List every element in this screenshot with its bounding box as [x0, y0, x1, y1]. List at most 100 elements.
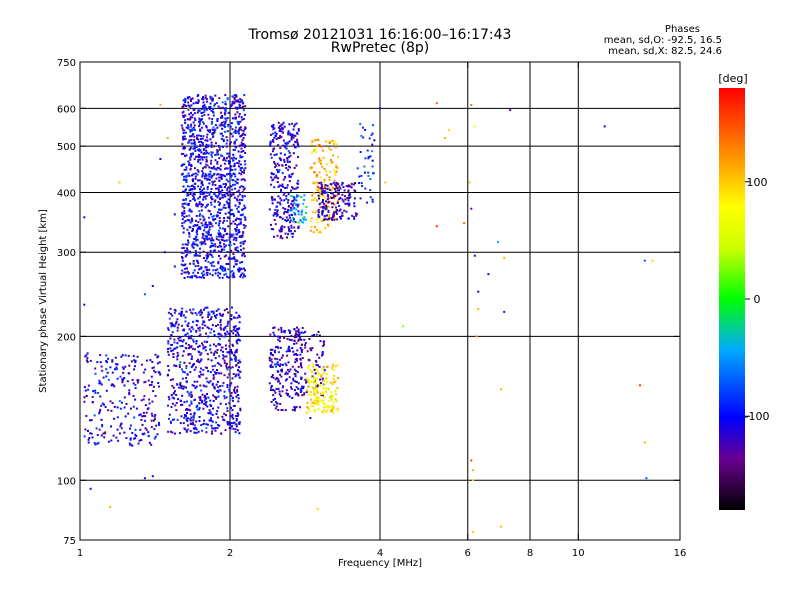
data-point [217, 214, 220, 217]
data-point [94, 389, 97, 392]
data-point [200, 242, 203, 245]
data-point [193, 124, 196, 127]
data-point [174, 390, 176, 393]
data-point [135, 435, 138, 437]
data-point [116, 363, 119, 366]
data-point [192, 128, 195, 131]
data-point [236, 412, 239, 415]
data-point [352, 183, 355, 186]
data-point [333, 194, 336, 197]
data-point [194, 199, 196, 202]
data-point [242, 247, 245, 250]
data-point [277, 171, 279, 174]
data-point [290, 382, 293, 385]
data-point [132, 405, 135, 408]
data-point [189, 337, 192, 340]
data-point [239, 154, 242, 157]
data-point [311, 140, 314, 143]
data-point [210, 242, 213, 245]
phase-stats-x: mean, sd,X: 82.5, 24.6 [608, 46, 722, 57]
data-point [212, 310, 215, 313]
data-point [358, 182, 361, 184]
data-point [229, 141, 232, 144]
data-point [317, 213, 320, 216]
data-point [226, 219, 229, 222]
data-point [197, 102, 199, 104]
data-point [306, 350, 309, 353]
data-point [213, 387, 216, 390]
data-point [236, 246, 239, 249]
data-point [189, 226, 192, 229]
data-point [314, 372, 317, 375]
data-point [326, 409, 329, 412]
data-point [231, 409, 234, 412]
data-point [224, 267, 227, 270]
data-point [192, 102, 195, 105]
data-point [129, 438, 132, 441]
data-point [209, 380, 212, 383]
data-point [216, 161, 219, 164]
data-point [199, 193, 202, 196]
data-point [220, 176, 223, 179]
data-point [236, 111, 239, 114]
data-point [299, 338, 302, 341]
data-point [231, 178, 234, 181]
data-point [185, 377, 188, 379]
data-point [311, 386, 314, 389]
data-point [187, 127, 190, 130]
data-point [202, 104, 205, 107]
data-point [206, 353, 209, 355]
data-point [325, 206, 328, 209]
data-point [182, 99, 185, 102]
data-point [131, 378, 134, 381]
data-point [334, 365, 337, 368]
data-point [128, 391, 131, 394]
data-point [281, 237, 284, 240]
data-point [233, 257, 236, 260]
data-point [282, 206, 285, 209]
data-point [236, 385, 239, 388]
data-point [316, 391, 319, 394]
data-point [98, 410, 101, 413]
data-point [207, 327, 210, 330]
data-point [176, 358, 179, 361]
data-point [294, 146, 296, 149]
data-point [170, 394, 173, 396]
data-point [219, 257, 222, 260]
data-point [295, 380, 298, 383]
data-point [191, 384, 194, 387]
data-point [240, 147, 243, 150]
data-point [123, 377, 126, 379]
data-point [290, 224, 293, 227]
data-point [286, 372, 289, 375]
data-point [195, 202, 198, 205]
data-point [206, 191, 209, 194]
data-point [198, 155, 201, 158]
data-point [218, 229, 220, 232]
data-point [328, 176, 331, 179]
data-point [167, 396, 170, 398]
data-point [234, 175, 237, 178]
data-point [240, 218, 242, 221]
data-point [312, 405, 315, 408]
data-point [235, 395, 238, 398]
data-point [195, 428, 198, 431]
data-point [227, 202, 230, 205]
data-point [241, 139, 244, 142]
data-point [145, 428, 148, 431]
data-point [287, 233, 290, 236]
data-point [288, 395, 291, 398]
data-point [230, 382, 233, 385]
data-point [235, 94, 238, 97]
data-point [211, 97, 214, 100]
data-point [190, 153, 193, 156]
data-point [225, 107, 228, 110]
data-point [304, 346, 307, 349]
data-point [210, 264, 213, 267]
data-point [212, 135, 215, 138]
data-point [195, 231, 198, 234]
data-point [230, 392, 233, 394]
data-point [295, 196, 298, 199]
data-point [217, 145, 220, 147]
data-point [221, 384, 224, 387]
